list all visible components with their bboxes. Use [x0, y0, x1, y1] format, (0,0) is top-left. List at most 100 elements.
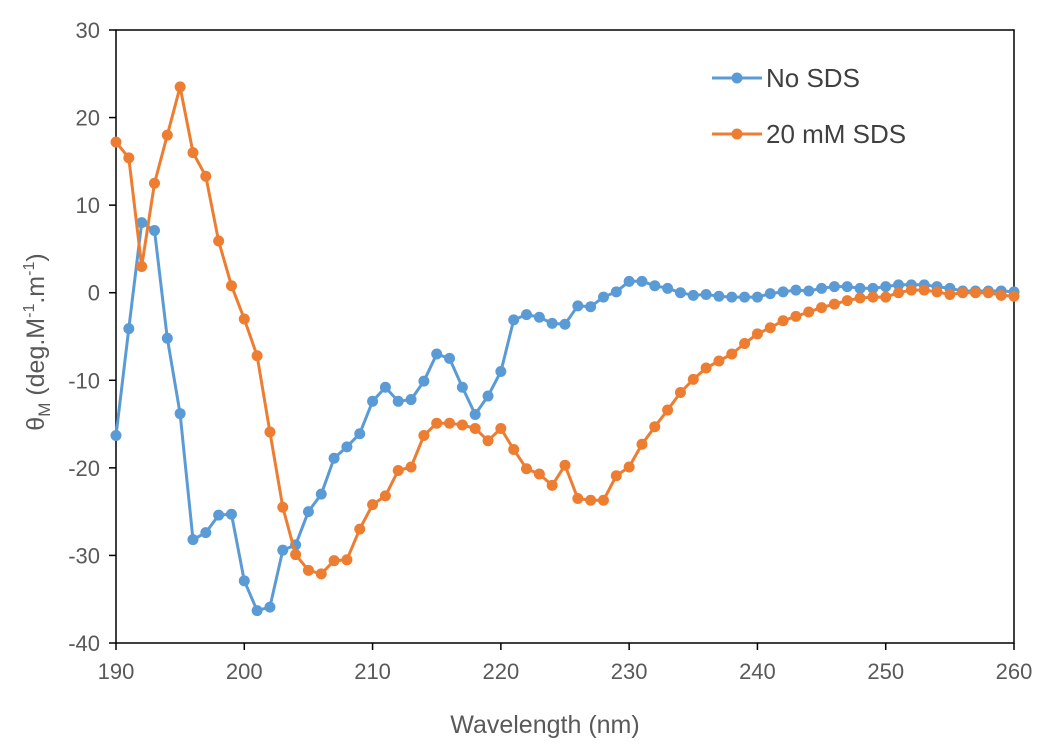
data-point [431, 348, 443, 360]
data-point [187, 534, 199, 546]
data-point [726, 348, 738, 360]
data-point [649, 280, 661, 292]
data-point [726, 291, 738, 303]
y-tick-label: 0 [88, 281, 100, 306]
y-tick-label: 20 [76, 106, 100, 131]
data-point [469, 408, 481, 420]
data-point [379, 381, 391, 393]
y-tick-label: -20 [68, 456, 100, 481]
data-point [148, 177, 160, 189]
data-point [174, 81, 186, 93]
data-point [302, 564, 314, 576]
data-point [225, 508, 237, 520]
data-point [905, 284, 917, 296]
data-point [957, 287, 969, 299]
y-axis-title: θM (deg.M-1.m-1) [21, 253, 54, 430]
data-point [405, 461, 417, 473]
data-point [187, 147, 199, 159]
data-point [290, 549, 302, 561]
data-point [623, 275, 635, 287]
x-axis-title: Wavelength (nm) [450, 711, 639, 739]
data-point [687, 373, 699, 385]
y-tick-label: 10 [76, 193, 100, 218]
data-point [970, 287, 982, 299]
legend-item: 20 mM SDS [712, 119, 906, 149]
x-tick-label: 210 [354, 659, 391, 684]
data-point [136, 217, 148, 229]
data-point [277, 501, 289, 513]
data-point [700, 288, 712, 300]
data-point [623, 461, 635, 473]
data-point [559, 318, 571, 330]
data-point [508, 314, 520, 326]
x-tick-label: 190 [98, 659, 135, 684]
data-point [238, 313, 250, 325]
data-point [392, 464, 404, 476]
legend-marker [731, 128, 743, 140]
data-point [110, 136, 122, 148]
series-1 [110, 217, 1020, 617]
data-point [893, 279, 905, 291]
data-point [328, 452, 340, 464]
data-point [649, 421, 661, 433]
data-point [880, 291, 892, 303]
data-point [854, 282, 866, 294]
data-point [572, 493, 584, 505]
data-point [636, 438, 648, 450]
y-tick-label: 30 [76, 18, 100, 43]
data-point [354, 428, 366, 440]
x-tick-label: 260 [996, 659, 1033, 684]
data-point [418, 375, 430, 387]
data-point [713, 290, 725, 302]
plot-area [115, 29, 1015, 644]
data-point [931, 286, 943, 298]
data-point [585, 301, 597, 313]
data-point [597, 494, 609, 506]
data-point [341, 441, 353, 453]
data-point [148, 225, 160, 237]
data-point [636, 275, 648, 287]
data-point [174, 408, 186, 420]
data-point [816, 282, 828, 294]
data-point [662, 404, 674, 416]
y-axis-title-units-mid: .m [22, 276, 50, 304]
data-point [392, 395, 404, 407]
data-point [533, 311, 545, 323]
y-tick-label: -30 [68, 543, 100, 568]
data-point [546, 317, 558, 329]
data-point [508, 443, 520, 455]
data-point [495, 422, 507, 434]
data-point [893, 287, 905, 299]
x-tick-label: 250 [867, 659, 904, 684]
data-point [918, 284, 930, 296]
data-point [367, 395, 379, 407]
data-point [367, 499, 379, 511]
data-point [739, 291, 751, 303]
legend-label: 20 mM SDS [766, 119, 906, 149]
series-2 [110, 81, 1020, 580]
data-point [251, 350, 263, 362]
data-point [418, 429, 430, 441]
data-point [123, 152, 135, 164]
data-point [739, 338, 751, 350]
data-point [880, 281, 892, 293]
y-tick-label: -40 [68, 631, 100, 656]
data-point [610, 470, 622, 482]
data-point [264, 601, 276, 613]
data-point [315, 488, 327, 500]
data-point [521, 463, 533, 475]
data-point [867, 282, 879, 294]
data-point [482, 435, 494, 447]
data-point [944, 288, 956, 300]
data-point [213, 235, 225, 247]
series-line [114, 85, 1015, 576]
data-point [482, 390, 494, 402]
data-point [521, 309, 533, 321]
data-point [816, 302, 828, 314]
data-point [315, 568, 327, 580]
data-point [469, 422, 481, 434]
data-point [751, 328, 763, 340]
y-axis-title-exp1: -1 [21, 304, 38, 318]
data-point [713, 355, 725, 367]
data-point [264, 426, 276, 438]
